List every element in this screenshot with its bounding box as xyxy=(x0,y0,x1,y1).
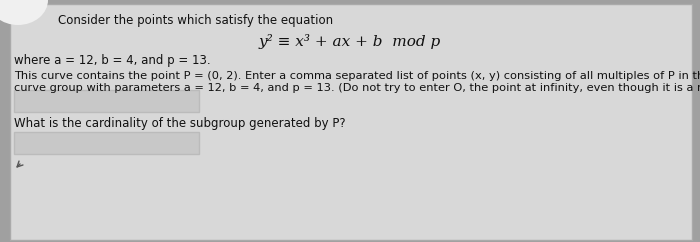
Text: curve group with parameters a = 12, b = 4, and p = 13. (Do not try to enter O, t: curve group with parameters a = 12, b = … xyxy=(14,83,700,93)
Text: where a = 12, b = 4, and p = 13.: where a = 12, b = 4, and p = 13. xyxy=(14,54,211,67)
Bar xyxy=(14,132,199,154)
Ellipse shape xyxy=(0,0,48,25)
Text: Consider the points which satisfy the equation: Consider the points which satisfy the eq… xyxy=(58,14,333,27)
Text: What is the cardinality of the subgroup generated by P?: What is the cardinality of the subgroup … xyxy=(14,117,346,130)
Bar xyxy=(14,90,199,112)
Text: y² ≡ x³ + ax + b  mod p: y² ≡ x³ + ax + b mod p xyxy=(259,34,441,49)
Text: This curve contains the point P = (0, 2). Enter a comma separated list of points: This curve contains the point P = (0, 2)… xyxy=(14,71,700,81)
